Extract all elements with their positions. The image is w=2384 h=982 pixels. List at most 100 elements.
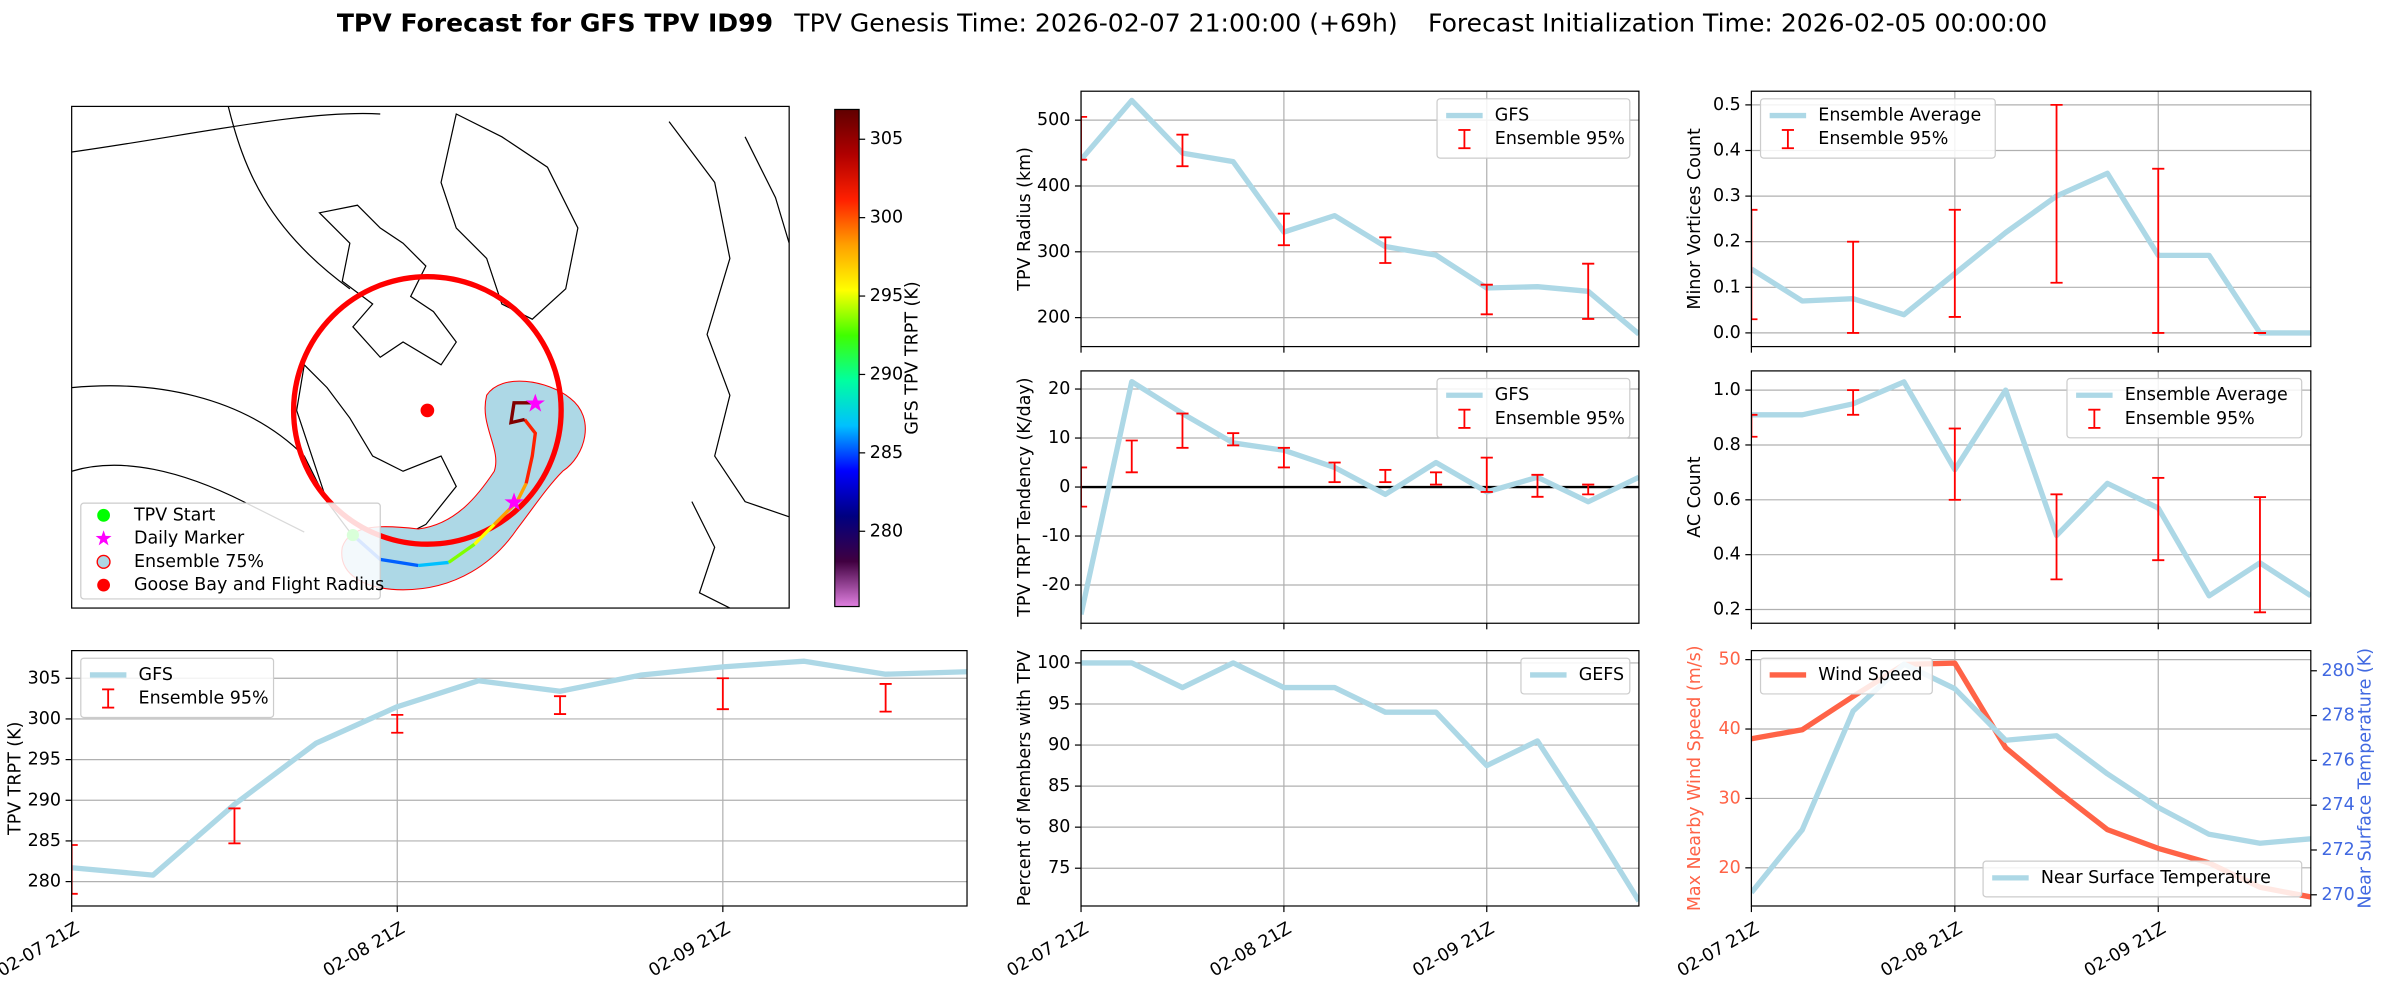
legend-label: Ensemble 95% [1818,129,1948,149]
x-tick-label: 02-08 21Z [1207,919,1295,982]
series-line [1751,170,2311,336]
series-line [1751,661,2311,895]
legend-label: Ensemble 75% [134,552,264,572]
legend: GFS Ensemble 95% [80,657,275,719]
legend-frame [1520,657,1631,695]
y-tick-label: 0.3 [1713,186,1741,206]
y-tick-label: 95 [1048,694,1070,714]
title-genesis: TPV Genesis Time: 2026-02-07 21:00:00 (+… [793,8,1397,37]
error-bar [1081,115,1088,161]
y-axis-label: Percent of Members with TPV [1015,650,1035,906]
error-bar [2152,167,2165,334]
colorbar-tick-label: 300 [870,208,903,228]
x-tick-label: 02-09 21Z [646,919,734,982]
y-tick-label: 1.0 [1713,380,1741,400]
error-bar [1328,461,1341,484]
flight-radius [290,274,564,547]
y-tick-label: -20 [1042,575,1071,595]
legend: Ensemble Average Ensemble 95% [2066,377,2303,439]
y-axis-label: Max Nearby Wind Speed (m/s) [1685,645,1705,911]
x-tick-label: 02-07 21Z [0,919,83,982]
y-tick-label: 0.4 [1713,545,1741,565]
legend-marker [97,578,110,592]
axes-frame [1750,90,2312,348]
legend-label: Ensemble Average [2125,385,2288,405]
x-tick-label: 02-08 21Z [320,919,408,982]
y-tick-label: 295 [28,750,61,770]
axes-frame [1750,370,2312,624]
error-bar [1379,236,1392,264]
error-bar [228,807,241,845]
legend: GEFS [1520,657,1631,695]
y-tick-label: 0.8 [1713,435,1741,455]
legend-frame [1982,860,2303,898]
legend-label: Goose Bay and Flight Radius [134,575,384,595]
legend-label: Near Surface Temperature [2041,868,2271,888]
error-bar [1531,473,1544,498]
legend: GFS Ensemble 95% [1436,98,1631,159]
legend-label: Ensemble 95% [1495,129,1625,149]
legend-frame [1759,98,1996,159]
y-tick-label: 40 [1719,719,1741,739]
y-tick-label: 80 [1048,817,1070,837]
error-bar [1277,446,1290,469]
legend: GFS Ensemble 95% [1436,377,1631,439]
y-tick-label: 400 [1037,176,1070,196]
error-bar [1847,240,1860,334]
legend-label: GEFS [1579,665,1624,685]
colorbar [834,108,860,608]
error-bar [1480,456,1493,493]
legend-frame [1759,657,1933,695]
legend-label: GFS [139,665,173,685]
legend-frame [1436,377,1631,439]
y-tick-label: -10 [1042,526,1071,546]
error-bar [1125,439,1138,474]
map-frame [71,105,790,609]
europe [668,121,790,609]
x-tick-label: 02-09 21Z [2081,919,2169,982]
boundary [71,106,381,533]
x-tick-label: 02-09 21Z [1409,919,1497,982]
axes-frame [1750,650,2312,907]
error-bar [1847,389,1860,416]
error-bar [553,695,567,715]
y-tick-label: 280 [28,872,61,892]
x-tick-label: 02-08 21Z [1878,919,1966,982]
y-tick-label: 500 [1037,110,1070,130]
error-bar [2152,476,2165,562]
y2-tick-label: 280 [2321,661,2354,681]
legend-marker [96,554,111,569]
suptitle: TPV Forecast for GFS TPV ID99 TPV Genesis… [337,8,2047,37]
legend-label: Daily Marker [134,529,245,549]
series-line [1081,379,1639,616]
y2-tick-label: 270 [2321,885,2354,905]
legend: Ensemble Average Ensemble 95% [1759,98,1996,159]
error-bar [1227,432,1240,447]
y-axis-label: TPV TRPT Tendency (K/day) [1015,377,1035,617]
y-tick-label: 285 [28,831,61,851]
colorbar-tick-label: 280 [870,521,903,541]
title-main: TPV Forecast for GFS TPV ID99 [337,8,773,37]
axes-frame [1080,370,1640,624]
series-line [1081,660,1639,903]
y-tick-label: 305 [28,668,61,688]
legend-label: GFS [1495,106,1529,126]
plot-area [1081,660,1639,903]
error-bar [2253,496,2267,614]
series-line [71,658,968,878]
plot-area [1081,97,1639,337]
y2-tick-label: 276 [2321,750,2354,770]
y-tick-label: 10 [1048,428,1070,448]
error-bar [1948,208,1961,318]
error-bar [1176,133,1189,168]
y2-tick-label: 278 [2321,706,2354,726]
y-axis-label: TPV Radius (km) [1015,147,1035,292]
y-tick-label: 0.6 [1713,490,1741,510]
legend-label: Ensemble Average [1818,106,1981,126]
ensemble-75-area [341,380,586,591]
y-tick-label: 0.4 [1713,140,1741,160]
series-line [1751,379,2311,599]
y-tick-label: 290 [28,790,61,810]
title-init: Forecast Initialization Time: 2026-02-05… [1428,8,2047,37]
